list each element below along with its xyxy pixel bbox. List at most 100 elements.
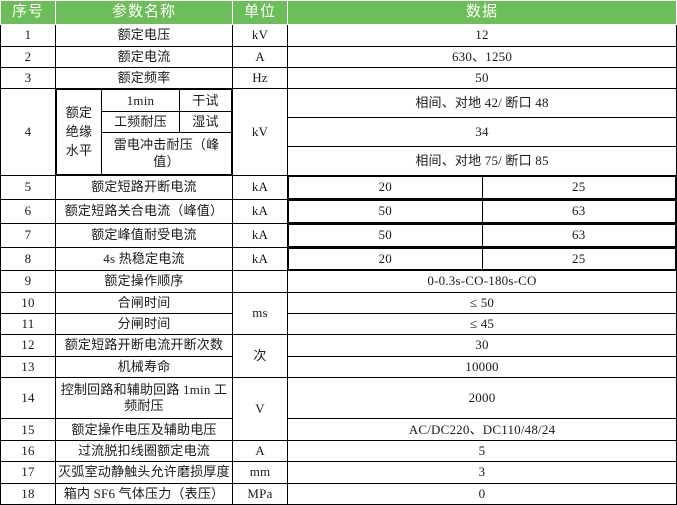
- dry-test-label: 干试: [179, 89, 232, 112]
- row-index: 7: [0, 222, 56, 248]
- header-unit: 单位: [232, 0, 288, 26]
- header-data: 数据: [287, 0, 677, 26]
- table-row-insulation: 4 额定 绝缘 水平 1min 干试 工频耐: [0, 88, 677, 177]
- table-row: 15 额定操作电压及辅助电压 AC/DC220、DC110/48/24: [0, 418, 677, 441]
- row-data: AC/DC220、DC110/48/24: [287, 418, 677, 441]
- row-parameter: 机械寿命: [55, 355, 233, 379]
- row-data: 0-0.3s-CO-180s-CO: [287, 270, 677, 293]
- row-index: 10: [0, 291, 56, 315]
- row-unit: kA: [232, 198, 288, 224]
- row-parameter: 额定峰值耐受电流: [55, 222, 233, 248]
- row-unit: [232, 270, 288, 293]
- row-data: ≤ 45: [287, 312, 677, 336]
- row-unit: MPa: [232, 482, 288, 505]
- insulation-subrow: 雷电冲击耐压（峰值）: [57, 132, 232, 176]
- row-index: 15: [0, 418, 56, 441]
- lightning-impulse-label: 雷电冲击耐压（峰值）: [101, 132, 232, 176]
- row-unit: ms: [232, 291, 288, 336]
- row-data: 12: [287, 24, 677, 47]
- table-row: 10 合闸时间 ms ≤ 50: [0, 291, 677, 336]
- row-parameter: 额定短路开断电流: [55, 175, 233, 200]
- row-data-split: 20 25: [287, 246, 677, 272]
- row-index: 9: [0, 270, 56, 293]
- header-parameter: 参数名称: [55, 0, 233, 26]
- row-data-right: 25: [481, 247, 676, 271]
- table-row: 9 额定操作顺序 0-0.3s-CO-180s-CO: [0, 270, 677, 293]
- insulation-subrow: 额定 绝缘 水平 1min 干试: [56, 89, 232, 176]
- insulation-label-line-3: 水平: [65, 142, 93, 158]
- data-split-subtable: 50 63: [288, 223, 676, 247]
- table-row: 18 箱内 SF6 气体压力（表压） MPa 0: [0, 482, 677, 505]
- table-row: 14 控制回路和辅助回路 1min 工频耐压 V 2000: [0, 377, 677, 441]
- table-row: 6 额定短路关合电流（峰值） kA 50 63: [0, 198, 677, 224]
- row-parameter: 分闸时间: [55, 312, 233, 336]
- row-data-right: 25: [481, 176, 676, 199]
- table-row: 3 额定频率 Hz 50: [0, 67, 677, 90]
- row-unit: kV: [232, 88, 288, 177]
- insulation-subrow: 工频耐压 湿试: [57, 110, 232, 134]
- row-parameter: 额定操作顺序: [55, 270, 233, 293]
- table-row: 1 额定电压 kV 12: [0, 24, 677, 47]
- row-data-left: 50: [288, 223, 483, 247]
- row-parameter: 4s 热稳定电流: [55, 246, 233, 272]
- table-row: 17 灭弧室动静触头允许磨损厚度 mm 3: [0, 461, 677, 484]
- row-index: 14: [0, 377, 56, 420]
- wet-test-label: 湿试: [179, 110, 232, 134]
- row-data: 10000: [287, 355, 677, 379]
- row-parameter: 额定电流: [55, 45, 233, 69]
- row-data: 相间、对地 42/ 断口 48: [287, 88, 677, 119]
- insulation-label-line-1: 额定: [65, 105, 93, 120]
- row-unit: kA: [232, 222, 288, 248]
- row-data: 630、1250: [287, 45, 677, 69]
- row-data: 3: [287, 461, 677, 484]
- row-data: 34: [287, 117, 677, 148]
- table-row: 13 机械寿命 10000: [0, 355, 677, 379]
- row-unit: V: [232, 377, 288, 441]
- row-index: 2: [0, 45, 56, 69]
- row-data: 0: [287, 482, 677, 505]
- row-unit: Hz: [232, 67, 288, 90]
- row-index: 5: [0, 175, 56, 200]
- row-parameter: 额定短路开断电流开断次数: [55, 334, 233, 357]
- table-row: 7 额定峰值耐受电流 kA 50 63: [0, 222, 677, 248]
- row-parameter: 灭弧室动静触头允许磨损厚度: [55, 461, 233, 484]
- data-split-subtable: 50 63: [288, 199, 676, 223]
- table-row: 2 额定电流 A 630、1250: [0, 45, 677, 69]
- data-split-subtable: 20 25: [288, 176, 676, 199]
- row-parameter: 额定短路关合电流（峰值）: [55, 198, 233, 224]
- row-data: ≤ 50: [287, 291, 677, 315]
- data-split-subtable: 20 25: [288, 247, 676, 271]
- row-index: 4: [0, 88, 56, 177]
- insulation-subtable: 额定 绝缘 水平 1min 干试 工频耐压 湿试 雷电冲击耐压（峰值）: [56, 89, 232, 176]
- row-data: 相间、对地 75/ 断口 85: [287, 146, 677, 177]
- row-index: 12: [0, 334, 56, 357]
- row-data-left: 50: [288, 199, 483, 223]
- row-parameter: 额定操作电压及辅助电压: [55, 418, 233, 441]
- row-unit: kA: [232, 246, 288, 272]
- power-freq-label-line-1: 1min: [101, 89, 180, 112]
- row-data-right: 63: [481, 199, 676, 223]
- header-index: 序号: [0, 0, 56, 26]
- insulation-level-label: 额定 绝缘 水平: [56, 89, 102, 176]
- row-index: 13: [0, 355, 56, 379]
- table-row: 16 过流脱扣线圈额定电流 A 5: [0, 439, 677, 463]
- row-unit: mm: [232, 461, 288, 484]
- table-row: 5 额定短路开断电流 kA 20 25: [0, 175, 677, 200]
- row-data-split: 20 25: [287, 175, 677, 200]
- table-row: 8 4s 热稳定电流 kA 20 25: [0, 246, 677, 272]
- row-index: 8: [0, 246, 56, 272]
- row-parameter: 额定频率: [55, 67, 233, 90]
- row-unit: kA: [232, 175, 288, 200]
- row-index: 3: [0, 67, 56, 90]
- row-data-left: 20: [288, 247, 483, 271]
- row-data: 5: [287, 439, 677, 463]
- row-data-split: 50 63: [287, 198, 677, 224]
- row-unit: A: [232, 45, 288, 69]
- row-data-right: 63: [481, 223, 676, 247]
- row-parameter: 过流脱扣线圈额定电流: [55, 439, 233, 463]
- table-header-row: 序号 参数名称 单位 数据: [0, 0, 677, 26]
- row-data-left: 20: [288, 176, 483, 199]
- table-row-insulation: 34: [1, 117, 677, 148]
- row-parameter: 箱内 SF6 气体压力（表压）: [55, 482, 233, 505]
